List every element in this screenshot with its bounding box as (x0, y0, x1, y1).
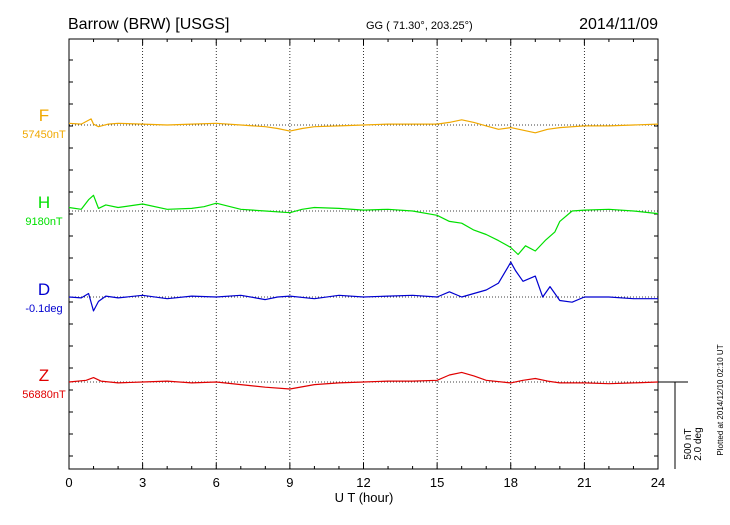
series-line-h (68, 194, 659, 256)
series-name-d: D (38, 280, 50, 299)
x-tick-label: 6 (213, 475, 220, 490)
x-tick-label: 9 (286, 475, 293, 490)
series-line-f (68, 118, 659, 134)
chart-title: Barrow (BRW) [USGS] (68, 16, 230, 33)
x-tick-label: 12 (356, 475, 370, 490)
series-baseline-value-h: 9180nT (25, 216, 63, 228)
plot-frame (68, 38, 659, 470)
x-axis-label: U T (hour) (335, 490, 394, 505)
x-tick-label: 0 (65, 475, 72, 490)
x-tick-label: 15 (430, 475, 444, 490)
station-coordinates: GG ( 71.30°, 203.25°) (366, 20, 473, 32)
series-line-d (68, 261, 658, 312)
scale-label-deg: 2.0 deg (693, 427, 704, 460)
scale-bar: 500 nT 2.0 deg (658, 381, 704, 469)
series-baseline-value-f: 57450nT (22, 129, 66, 141)
series-name-h: H (38, 193, 50, 212)
grid (69, 39, 658, 469)
plotted-note: Plotted at 2014/12/10 02:10 UT (716, 344, 725, 455)
x-tick-label: 21 (577, 475, 591, 490)
series-name-f: F (39, 106, 49, 125)
x-ticks: 0 3 6 9 12 15 18 21 24 (65, 39, 665, 490)
x-tick-label: 24 (651, 475, 665, 490)
series-name-z: Z (39, 366, 49, 385)
x-tick-label: 3 (139, 475, 146, 490)
series-line-z (68, 371, 659, 390)
chart-date: 2014/11/09 (579, 16, 658, 33)
x-tick-label: 18 (504, 475, 518, 490)
scale-label-nt: 500 nT (683, 428, 694, 459)
series-group (68, 118, 659, 390)
series-labels: F 57450nT H 9180nT D -0.1deg Z 56880nT (22, 106, 66, 401)
series-baseline-value-d: -0.1deg (25, 303, 62, 315)
series-baseline-value-z: 56880nT (22, 389, 66, 401)
